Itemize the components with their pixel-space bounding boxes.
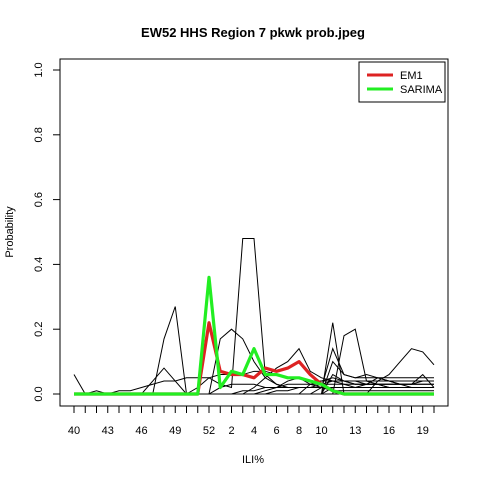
x-axis-label: ILI% (242, 454, 264, 466)
x-tick-label-8: 8 (296, 425, 302, 437)
background-series-line-2 (74, 370, 434, 395)
x-tick-label-11: 16 (383, 425, 395, 437)
x-tick-label-2: 46 (135, 425, 147, 437)
legend: EM1 SARIMA (358, 61, 446, 103)
main-series-group (74, 275, 434, 396)
y-axis: 0.0 0.2 0.4 0.6 0.8 1.0 (33, 62, 60, 402)
x-tick-label-0: 40 (68, 425, 80, 437)
x-tick-label-9: 10 (315, 425, 327, 437)
y-tick-label-0: 0.0 (33, 386, 45, 401)
y-axis-label: Probability (4, 206, 16, 258)
chart-title: EW52 HHS Region 7 pkwk prob.jpeg (141, 25, 365, 40)
y-tick-label-4: 0.8 (33, 127, 45, 142)
legend-box (358, 61, 446, 103)
x-tick-label-6: 4 (251, 425, 257, 437)
x-tick-label-5: 2 (228, 425, 234, 437)
x-axis: 40 43 46 49 52 2 4 6 8 10 13 16 19 (68, 406, 435, 437)
x-tick-label-12: 19 (417, 425, 429, 437)
y-tick-label-2: 0.4 (33, 257, 45, 272)
legend-label-em1: EM1 (400, 70, 423, 82)
x-tick-label-1: 43 (102, 425, 114, 437)
x-tick-label-3: 49 (169, 425, 181, 437)
y-tick-label-5: 1.0 (33, 62, 45, 77)
series-line-sarima (74, 275, 434, 396)
x-tick-label-4: 52 (203, 425, 215, 437)
legend-label-sarima: SARIMA (400, 84, 443, 96)
x-tick-label-7: 6 (273, 425, 279, 437)
x-tick-label-10: 13 (349, 425, 361, 437)
y-tick-label-1: 0.2 (33, 322, 45, 337)
y-tick-label-3: 0.6 (33, 192, 45, 207)
